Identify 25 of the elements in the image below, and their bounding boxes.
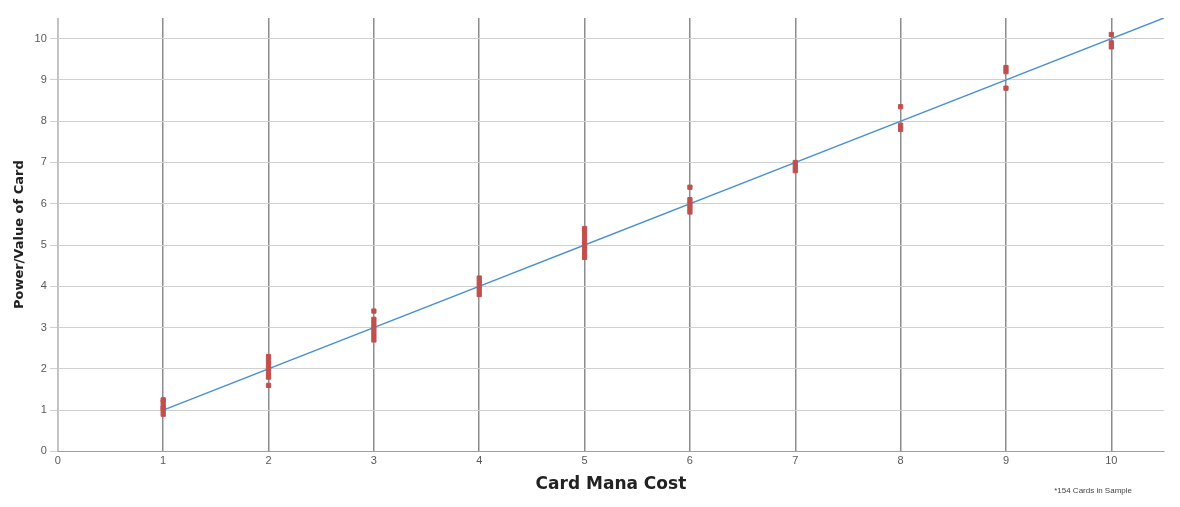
x-axis-title: Card Mana Cost (535, 473, 687, 494)
y-tick-label: 6 (40, 196, 47, 209)
x-tick-label: 6 (686, 454, 693, 467)
x-tick-label: 7 (792, 454, 799, 467)
y-tick-label: 4 (40, 279, 47, 292)
y-tick-label: 8 (40, 114, 47, 127)
y-tick-label: 1 (40, 403, 47, 416)
x-tick-label: 4 (476, 454, 483, 467)
y-tick-label: 9 (40, 72, 47, 85)
y-tick-label: 5 (40, 238, 47, 251)
x-tick-label: 10 (1105, 454, 1118, 467)
x-tick-label: 8 (897, 454, 904, 467)
x-tick-label: 9 (1002, 454, 1010, 467)
x-tick-label: 3 (370, 454, 377, 467)
x-tick-label: 5 (581, 454, 588, 467)
y-tick-label: 2 (40, 361, 47, 374)
text: *154 Cards in Sample (1054, 486, 1132, 495)
y-tick-label: 3 (40, 320, 47, 333)
x-tick-label: 2 (265, 454, 272, 467)
y-tick-label: 10 (34, 31, 47, 44)
y-tick-label: 7 (40, 155, 47, 168)
y-axis-title: Power/Value of Card (11, 160, 27, 310)
y-tick-label: 0 (40, 444, 47, 457)
x-tick-label: 1 (160, 454, 167, 467)
x-tick-label: 0 (54, 454, 61, 467)
